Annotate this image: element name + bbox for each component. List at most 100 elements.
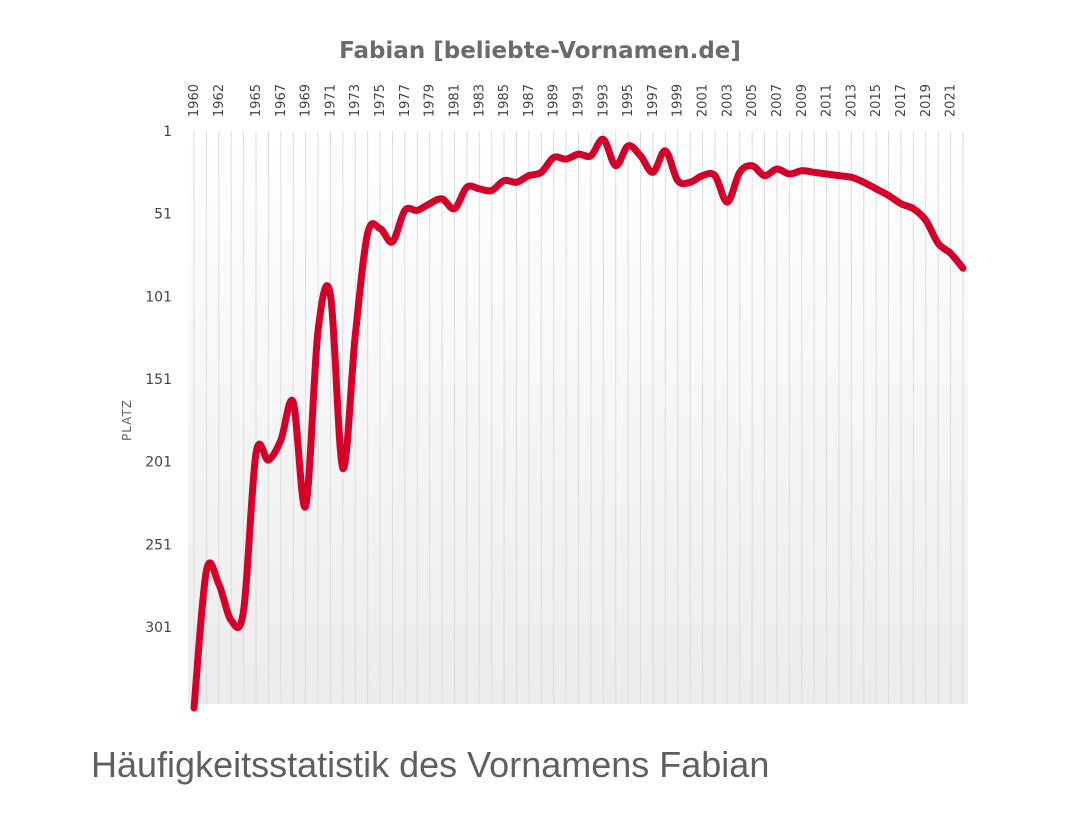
x-tick-label: 2019	[919, 84, 934, 117]
data-point	[489, 188, 494, 193]
x-tick-label: 2005	[745, 84, 760, 117]
y-tick-label: 301	[145, 620, 172, 636]
data-point	[415, 208, 420, 213]
x-tick-label: 1997	[646, 84, 661, 117]
data-point	[663, 148, 668, 153]
data-point	[328, 292, 333, 297]
data-point	[502, 178, 507, 183]
data-point	[278, 438, 283, 443]
y-tick-label: 1	[163, 124, 172, 140]
x-tick-label: 1983	[472, 84, 487, 117]
data-point	[799, 168, 804, 173]
x-tick-label: 1965	[249, 84, 264, 117]
data-point	[291, 400, 296, 405]
x-tick-label: 2017	[894, 84, 909, 117]
data-point	[440, 196, 445, 201]
x-tick-label: 1999	[671, 84, 686, 117]
data-point	[688, 180, 693, 185]
x-tick-label: 1967	[274, 84, 289, 117]
data-point	[452, 206, 457, 211]
data-point	[254, 451, 259, 456]
x-tick-label: 1960	[187, 84, 202, 117]
data-point	[762, 173, 767, 178]
vertical-grid-lines	[193, 131, 964, 704]
data-point	[861, 180, 866, 185]
data-point	[427, 201, 432, 206]
data-point	[588, 153, 593, 158]
data-point	[737, 170, 742, 175]
data-point	[824, 172, 829, 177]
data-point	[650, 170, 655, 175]
x-tick-label: 1975	[373, 84, 388, 117]
data-point	[886, 193, 891, 198]
y-tick-label: 51	[154, 207, 172, 223]
data-point	[638, 153, 643, 158]
x-tick-label: 2009	[795, 84, 810, 117]
data-point	[340, 466, 345, 471]
y-tick-label: 251	[145, 537, 172, 553]
x-tick-label: 1981	[447, 84, 462, 117]
data-point	[775, 167, 780, 172]
data-point	[390, 239, 395, 244]
x-tick-label: 1987	[522, 84, 537, 117]
data-point	[613, 163, 618, 168]
x-tick-label: 1989	[547, 84, 562, 117]
data-point	[365, 231, 370, 236]
x-tick-label: 1977	[398, 84, 413, 117]
data-point	[539, 170, 544, 175]
data-point	[675, 178, 680, 183]
ranking-line	[190, 135, 967, 712]
data-point	[700, 173, 705, 178]
data-point	[787, 172, 792, 177]
y-tick-label: 151	[145, 372, 172, 388]
data-point	[626, 143, 631, 148]
data-point	[911, 206, 916, 211]
chart-title: Fabian [beliebte-Vornamen.de]	[339, 38, 741, 64]
x-tick-label: 2021	[944, 84, 959, 117]
data-point	[514, 180, 519, 185]
data-point	[899, 201, 904, 206]
data-point	[204, 568, 209, 573]
data-point	[303, 504, 308, 509]
data-point	[725, 200, 730, 205]
data-point	[192, 706, 197, 711]
data-point	[316, 329, 321, 334]
data-point	[229, 618, 234, 623]
y-tick-label: 201	[145, 455, 172, 471]
x-tick-label: 2003	[720, 84, 735, 117]
x-tick-label: 1973	[348, 84, 363, 117]
data-point	[564, 157, 569, 162]
data-point	[936, 241, 941, 246]
data-point	[526, 173, 531, 178]
x-tick-label: 2015	[869, 84, 884, 117]
data-point	[750, 163, 755, 168]
data-point	[601, 137, 606, 142]
data-point	[266, 458, 271, 463]
data-point	[576, 152, 581, 157]
data-point	[874, 186, 879, 191]
data-point	[241, 608, 246, 613]
data-point	[402, 208, 407, 213]
x-tick-label: 1993	[596, 84, 611, 117]
x-tick-label: 2013	[844, 84, 859, 117]
data-point	[378, 226, 383, 231]
data-point	[712, 173, 717, 178]
data-point	[948, 251, 953, 256]
data-point	[551, 155, 556, 160]
data-point	[849, 175, 854, 180]
x-tick-label: 1969	[299, 84, 314, 117]
data-point	[477, 186, 482, 191]
x-tick-label: 2011	[820, 84, 835, 117]
x-axis-tick-labels: 1960 1962 1965 1967 1969 1971 1973 1975 1977 1979…	[187, 84, 959, 117]
data-point	[353, 334, 358, 339]
y-axis-title: PLATZ	[120, 399, 134, 441]
popularity-chart: Fabian [beliebte-Vornamen.de] 1960 1962 19…	[120, 38, 968, 712]
data-point	[812, 170, 817, 175]
x-tick-label: 2001	[696, 84, 711, 117]
data-point	[961, 266, 966, 271]
x-tick-label: 1979	[423, 84, 438, 117]
data-point	[837, 173, 842, 178]
series-layer	[190, 135, 967, 712]
x-tick-label: 1985	[497, 84, 512, 117]
